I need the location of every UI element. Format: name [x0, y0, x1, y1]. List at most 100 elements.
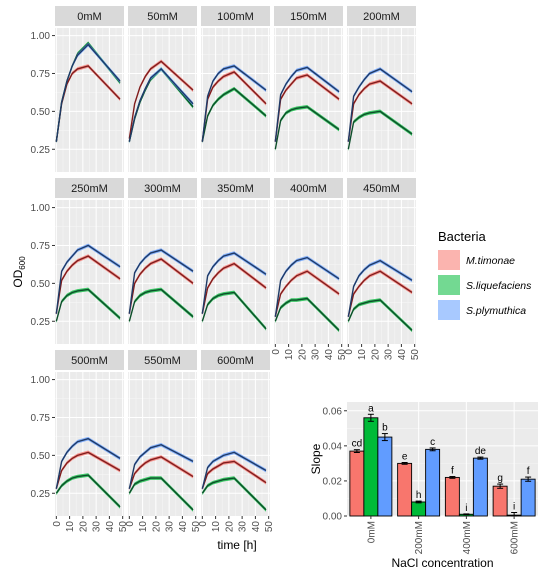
series-ribbon: [56, 450, 121, 491]
facet-panel: 500mM 0.25 0.50 0.75 1.00 0 10 20 30 40 50: [31, 350, 129, 533]
bar: [492, 485, 508, 517]
facet-strip: [201, 178, 270, 198]
y-tick-label: 0.50: [31, 451, 51, 462]
bar-x-tick-label: 0mM: [366, 521, 377, 543]
legend-label: M.timonae: [466, 255, 515, 267]
legend: Bacteria M.timonae S.liquefaciens S.plymut…: [438, 229, 532, 320]
bar: [444, 476, 460, 517]
bar: [363, 417, 379, 517]
significance-letter: h: [416, 490, 422, 501]
series-line: [201, 65, 267, 142]
facet-strip: [347, 178, 416, 198]
x-tick-label: 10: [284, 349, 295, 361]
facet-panel: 50mM: [128, 6, 197, 172]
series-line: [274, 256, 340, 317]
facet-strip: [274, 6, 343, 26]
bar-y-tick-label: 0.02: [323, 476, 343, 487]
bar: [349, 450, 365, 517]
series-line: [347, 259, 413, 317]
legend-label: S.plymuthica: [466, 305, 526, 317]
slope-bar-chart: 0.00 0.02 0.04 0.06 cd ab 0mM e h c 200mM f i de 400mM…: [309, 402, 538, 570]
x-tick-label: 20: [224, 521, 235, 533]
facet-strip-label: 50mM: [147, 11, 178, 23]
x-tick-label: 50: [264, 521, 275, 533]
facet-panel: 250mM 0.25 0.50 0.75 1.00: [31, 178, 124, 344]
bar: [425, 448, 441, 517]
series-line: [128, 60, 194, 139]
series-line: [201, 262, 267, 314]
x-tick-label: 20: [151, 521, 162, 533]
y-tick-label: 0.25: [31, 145, 51, 156]
facet-strip: [201, 6, 270, 26]
x-tick-label: 0: [344, 349, 355, 355]
series-line: [128, 444, 194, 489]
series-line: [347, 299, 413, 331]
x-tick-label: 0: [52, 521, 63, 527]
facet-panel: 300mM: [128, 178, 197, 344]
facet-strip-label: 450mM: [363, 183, 400, 195]
x-tick-label: 10: [138, 521, 149, 533]
series-line: [347, 68, 413, 142]
bar: [520, 478, 536, 517]
x-axis-title: time [h]: [217, 538, 256, 552]
facet-strip: [201, 350, 270, 370]
series-line: [128, 258, 194, 314]
x-tick-label: 50: [410, 349, 421, 361]
significance-letter: i: [465, 503, 467, 514]
series-line: [128, 456, 194, 489]
series-line: [347, 110, 413, 150]
x-tick-label: 50: [337, 349, 348, 361]
x-tick-label: 40: [105, 521, 116, 533]
x-tick-label: 50: [118, 521, 129, 533]
y-axis-title-subscript: 600: [18, 256, 27, 270]
x-tick-label: 0: [198, 521, 209, 527]
series-line: [55, 474, 121, 508]
series-ribbon: [56, 436, 121, 491]
svg-text:OD600: OD600: [11, 256, 27, 288]
series-ribbon: [56, 287, 121, 324]
x-tick-label: 10: [357, 349, 368, 361]
legend-key: [438, 250, 460, 270]
facet-panel: 0mM 0.25 0.50 0.75 1.00: [31, 6, 124, 172]
series-ribbon: [56, 64, 121, 144]
bar-y-tick-label: 0.06: [323, 406, 343, 417]
y-tick-label: 0.50: [31, 279, 51, 290]
significance-letter: de: [475, 446, 487, 457]
x-tick-label: 20: [78, 521, 89, 533]
significance-letter: i: [513, 501, 515, 512]
series-line: [347, 80, 413, 142]
facet-panel: 200mM: [347, 6, 416, 172]
series-line: [128, 249, 194, 314]
bar-y-tick-label: 0.04: [323, 441, 343, 452]
facet-strip: [128, 6, 197, 26]
x-tick-label: 40: [397, 349, 408, 361]
series-line: [128, 288, 194, 322]
x-tick-label: 40: [251, 521, 262, 533]
series-line: [201, 87, 267, 142]
facet-panel: 350mM: [201, 178, 270, 344]
y-axis-title-main: OD: [11, 269, 25, 287]
y-tick-label: 0.75: [31, 241, 51, 252]
significance-letter: g: [497, 473, 503, 484]
series-ribbon: [129, 442, 194, 491]
x-tick-label: 20: [370, 349, 381, 361]
legend-label: S.liquefaciens: [466, 280, 532, 292]
bar-y-tick-label: 0.00: [323, 512, 343, 523]
facet-panel: 600mM 0 10 20 30 40 50: [198, 350, 275, 532]
y-axis-title: OD600: [11, 256, 27, 288]
series-line: [274, 297, 340, 331]
series-line: [128, 477, 194, 511]
y-tick-label: 1.00: [31, 31, 51, 42]
legend-key: [438, 300, 460, 320]
series-ribbon: [202, 450, 267, 491]
x-tick-label: 50: [191, 521, 202, 533]
series-line: [274, 106, 340, 150]
facet-strip: [128, 350, 197, 370]
series-ribbon: [202, 459, 267, 491]
legend-title: Bacteria: [438, 229, 486, 244]
facet-panel: 450mM 0 10 20 30 40 50: [344, 178, 421, 360]
y-tick-label: 0.75: [31, 413, 51, 424]
facet-strip: [55, 178, 124, 198]
facet-strip-label: 200mM: [363, 11, 400, 23]
y-tick-label: 1.00: [31, 203, 51, 214]
